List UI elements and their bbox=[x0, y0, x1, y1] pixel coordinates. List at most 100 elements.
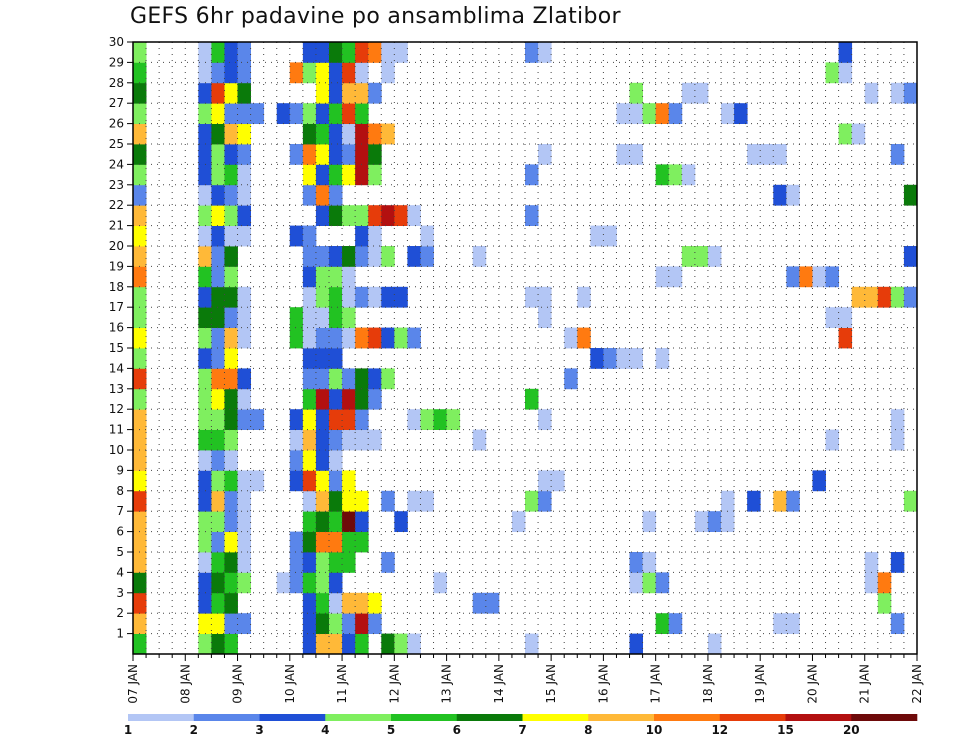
cell-m9-t16 bbox=[329, 470, 343, 492]
y-tick-label: 6 bbox=[116, 525, 124, 539]
cell-m18-t35 bbox=[577, 286, 591, 308]
cell-m7-t17 bbox=[342, 511, 356, 532]
cell-m22-t1 bbox=[133, 205, 147, 226]
colorbar-label: 3 bbox=[255, 723, 263, 737]
cell-m26-t14 bbox=[302, 123, 317, 145]
cell-m6-t16 bbox=[329, 531, 343, 553]
cell-m30-t16 bbox=[329, 42, 343, 63]
cell-m13-t18 bbox=[355, 388, 369, 410]
cell-m18-t18 bbox=[355, 286, 369, 308]
cell-m19-t7 bbox=[211, 266, 225, 288]
cell-m18-t6 bbox=[198, 286, 212, 308]
cell-m1-t21 bbox=[394, 633, 408, 655]
cell-m24-t7 bbox=[211, 164, 225, 186]
cell-m5-t16 bbox=[329, 552, 343, 573]
colorbar-swatch bbox=[785, 714, 852, 721]
cell-m9-t32 bbox=[538, 470, 552, 492]
cell-m3-t7 bbox=[211, 592, 225, 614]
cell-m16-t1 bbox=[133, 327, 147, 349]
cell-m14-t14 bbox=[302, 368, 317, 390]
cell-m26-t55 bbox=[838, 123, 853, 145]
cell-m25-t48 bbox=[747, 144, 761, 165]
cell-m25-t38 bbox=[616, 144, 630, 165]
cell-m6-t9 bbox=[237, 531, 251, 553]
y-tick-label: 27 bbox=[109, 96, 124, 110]
cell-m18-t57 bbox=[864, 286, 879, 308]
cell-m1-t17 bbox=[342, 633, 356, 655]
y-tick-label: 9 bbox=[116, 463, 124, 477]
cell-m19-t15 bbox=[315, 266, 330, 288]
cell-m7-t15 bbox=[315, 511, 330, 532]
cell-m21-t19 bbox=[368, 225, 382, 247]
cell-m7-t21 bbox=[394, 511, 408, 532]
cell-m12-t32 bbox=[538, 409, 552, 430]
cell-m9-t7 bbox=[211, 470, 225, 492]
cell-m15-t38 bbox=[616, 348, 630, 369]
cell-m6-t18 bbox=[355, 531, 369, 553]
cell-m6-t15 bbox=[315, 531, 330, 553]
colorbar-swatch bbox=[456, 714, 523, 721]
cell-m12-t13 bbox=[289, 409, 304, 430]
cell-m12-t7 bbox=[211, 409, 225, 430]
cell-m23-t6 bbox=[198, 184, 212, 206]
cell-m25-t59 bbox=[890, 144, 905, 165]
cell-m28-t17 bbox=[342, 82, 356, 104]
cell-m5-t17 bbox=[342, 552, 356, 573]
cell-m22-t31 bbox=[525, 205, 539, 226]
cell-m27-t39 bbox=[629, 103, 643, 124]
cell-m8-t51 bbox=[786, 490, 800, 512]
cell-m27-t38 bbox=[616, 103, 630, 124]
cell-m8-t20 bbox=[381, 490, 395, 512]
cell-m15-t36 bbox=[590, 348, 604, 369]
x-tick-label: 14 JAN bbox=[492, 664, 506, 704]
colorbar-swatch bbox=[391, 714, 458, 721]
cell-m11-t27 bbox=[472, 429, 487, 451]
cell-m12-t15 bbox=[315, 409, 330, 430]
cell-m30-t21 bbox=[394, 42, 408, 63]
cell-m13-t6 bbox=[198, 388, 212, 410]
cell-m14-t20 bbox=[381, 368, 395, 390]
cell-m7-t7 bbox=[211, 511, 225, 532]
cell-m27-t10 bbox=[250, 103, 265, 124]
cell-m3-t58 bbox=[877, 592, 892, 614]
cell-m20-t17 bbox=[342, 246, 356, 267]
cell-m16-t21 bbox=[394, 327, 408, 349]
cell-m11-t6 bbox=[198, 429, 212, 451]
cell-m17-t9 bbox=[237, 307, 251, 328]
colorbar-label: 4 bbox=[321, 723, 329, 737]
cell-m16-t13 bbox=[289, 327, 304, 349]
y-tick-label: 29 bbox=[109, 55, 124, 69]
cell-m5-t20 bbox=[381, 552, 395, 573]
colorbar-swatch bbox=[193, 714, 260, 721]
cell-m7-t16 bbox=[329, 511, 343, 532]
cell-m4-t9 bbox=[237, 572, 251, 594]
cell-m29-t15 bbox=[315, 62, 330, 84]
cell-m20-t27 bbox=[472, 246, 487, 267]
cell-m27-t18 bbox=[355, 103, 369, 124]
cell-m26-t19 bbox=[368, 123, 382, 145]
cell-m14-t6 bbox=[198, 368, 212, 390]
cell-m18-t7 bbox=[211, 286, 225, 308]
cell-m1-t7 bbox=[211, 633, 225, 655]
cell-m24-t8 bbox=[224, 164, 238, 186]
cell-m18-t60 bbox=[903, 286, 918, 308]
cell-m13-t9 bbox=[237, 388, 251, 410]
cell-m24-t16 bbox=[329, 164, 343, 186]
cell-m30-t9 bbox=[237, 42, 251, 63]
cell-m3-t17 bbox=[342, 592, 356, 614]
cell-m2-t41 bbox=[655, 613, 670, 634]
x-tick-label: 20 JAN bbox=[806, 664, 820, 704]
cell-m9-t1 bbox=[133, 470, 147, 492]
cell-m2-t9 bbox=[237, 613, 251, 634]
cell-m23-t51 bbox=[786, 184, 800, 206]
colorbar-swatch bbox=[259, 714, 326, 721]
cell-m21-t8 bbox=[224, 225, 238, 247]
cell-m25-t9 bbox=[237, 144, 251, 165]
cell-m19-t16 bbox=[329, 266, 343, 288]
cell-m18-t56 bbox=[851, 286, 866, 308]
y-tick-label: 3 bbox=[116, 586, 124, 600]
cell-m1-t1 bbox=[133, 633, 147, 655]
cell-m28-t18 bbox=[355, 82, 369, 104]
cell-m10-t1 bbox=[133, 450, 147, 471]
colorbar: 1 2 3 4 5 6 7 8 10 12 15 20 bbox=[124, 714, 918, 737]
